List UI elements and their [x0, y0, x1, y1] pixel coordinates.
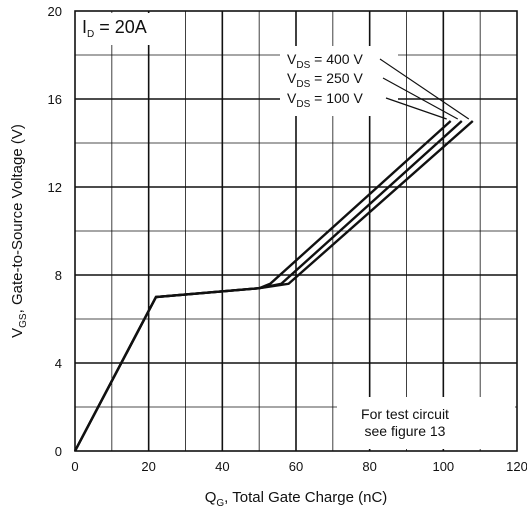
condition-label-bg: [77, 13, 177, 45]
note-bg: [337, 397, 515, 449]
note-line-1: see figure 13: [365, 423, 446, 439]
series-label-0-sub: DS: [296, 60, 310, 71]
legend-bg: [280, 46, 398, 116]
series-label-1: VDS = 250 V: [287, 70, 363, 90]
grid: [74, 10, 518, 452]
series-label-0: VDS = 400 V: [287, 51, 363, 71]
plot-frame: [74, 10, 518, 452]
y-tick-label: 16: [48, 92, 62, 107]
y-tick-label: 4: [55, 356, 62, 371]
series-label-2-main: V: [287, 90, 297, 106]
series-label-0-rest: = 400 V: [310, 51, 363, 67]
leader-line-0: [379, 58, 470, 120]
leader-line-2: [385, 97, 447, 120]
y-axis-label-sub: GS: [18, 313, 29, 328]
series-label-2-rest: = 100 V: [310, 90, 363, 106]
x-tick-label: 60: [289, 459, 303, 474]
condition-label-sub: D: [87, 29, 94, 40]
x-tick-label: 120: [506, 459, 527, 474]
x-axis-label-rest: , Total Gate Charge (nC): [224, 489, 387, 506]
note-line-0: For test circuit: [361, 406, 449, 422]
series-label-2-sub: DS: [296, 99, 310, 110]
y-axis-label-rest: , Gate-to-Source Voltage (V): [9, 124, 26, 313]
x-tick-label: 20: [141, 459, 155, 474]
series-label-1-main: V: [287, 70, 297, 86]
y-tick-label: 0: [55, 444, 62, 459]
y-axis-label: VGS, Gate-to-Source Voltage (V): [9, 124, 29, 338]
y-tick-label: 8: [55, 268, 62, 283]
x-tick-label: 40: [215, 459, 229, 474]
x-axis-label-sub: G: [216, 498, 224, 509]
series-label-1-sub: DS: [296, 79, 310, 90]
condition-label-rest: = 20A: [94, 17, 147, 37]
series-label-0-main: V: [287, 51, 297, 67]
x-tick-label: 80: [362, 459, 376, 474]
x-axis-label: QG, Total Gate Charge (nC): [205, 489, 388, 509]
x-tick-label: 100: [432, 459, 454, 474]
x-tick-label: 0: [71, 459, 78, 474]
leader-line-1: [382, 77, 459, 120]
tick-labels: 0 20 40 60 80 100 120 0 4 8 12 16 20: [48, 4, 527, 474]
condition-label-main: I: [82, 17, 87, 37]
x-axis-label-main: Q: [205, 489, 217, 506]
condition-label: ID = 20A: [82, 17, 147, 40]
y-tick-label: 12: [48, 180, 62, 195]
series-label-1-rest: = 250 V: [310, 70, 363, 86]
series-line-2: [73, 120, 452, 452]
series-label-2: VDS = 100 V: [287, 90, 363, 110]
y-tick-label: 20: [48, 4, 62, 19]
curves: [73, 120, 474, 452]
y-axis-label-main: V: [9, 328, 26, 338]
